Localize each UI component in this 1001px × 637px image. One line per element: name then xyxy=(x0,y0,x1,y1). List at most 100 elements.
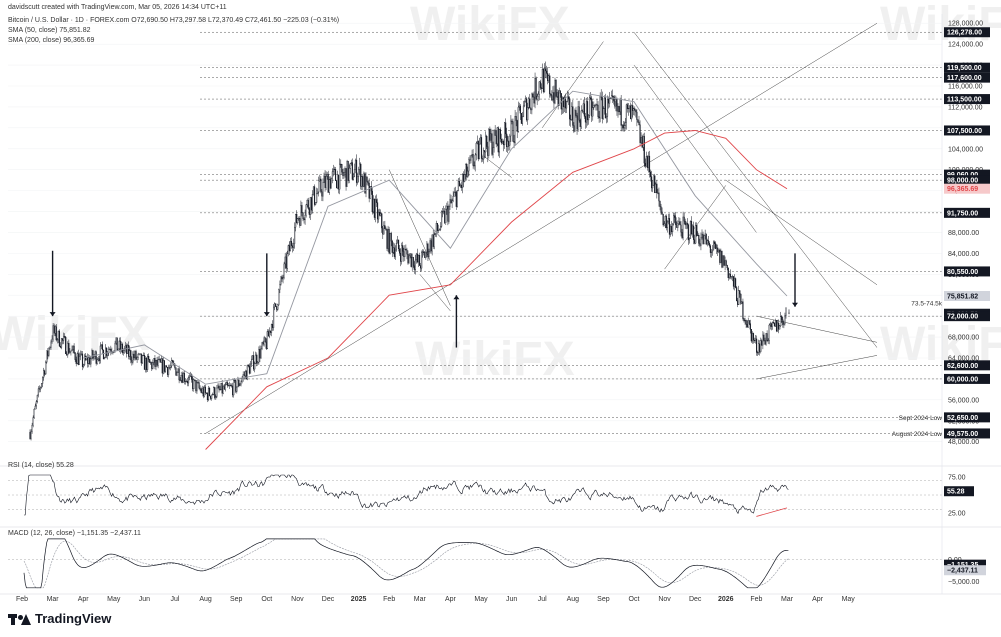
candle-body xyxy=(707,240,709,244)
candle-body xyxy=(68,343,70,354)
candle-body xyxy=(688,238,690,241)
candle-body xyxy=(232,385,234,396)
candle-body xyxy=(592,107,594,117)
candle-body xyxy=(505,122,507,135)
candle-body xyxy=(407,254,409,264)
candle-body xyxy=(633,108,635,111)
candle-body xyxy=(31,425,33,432)
last-candle-body xyxy=(788,312,790,314)
annotation-text: Sept 2024 Low xyxy=(899,415,943,422)
candle-body xyxy=(218,385,220,390)
candle-body xyxy=(169,367,171,369)
time-axis[interactable]: Feb Mar Apr May Jun Jul Aug Sep Oct Nov Dec 2025 Feb… xyxy=(0,14,1001,603)
candle-body xyxy=(424,252,426,258)
candle-body xyxy=(606,98,609,117)
candle-body xyxy=(547,73,549,82)
candle-body xyxy=(224,384,226,390)
candle-body xyxy=(761,340,763,346)
candle-body xyxy=(159,358,161,363)
candle-body xyxy=(96,359,98,364)
candle-body xyxy=(784,315,786,324)
candle-body xyxy=(491,133,493,155)
candle-body xyxy=(765,333,767,345)
time-tick-label: Apr xyxy=(812,596,824,603)
candle-body xyxy=(37,388,39,396)
candle-body xyxy=(485,135,487,153)
candle-body xyxy=(723,255,725,266)
brand-name: TradingView xyxy=(35,611,112,626)
candle-body xyxy=(331,171,333,179)
candle-body xyxy=(646,156,648,168)
time-tick-label: May xyxy=(107,596,121,603)
candle-body xyxy=(374,199,377,218)
candle-body xyxy=(36,394,38,402)
macd-pane: 0.00−1,151.35−2,437.11−5,000.00 xyxy=(0,526,1001,589)
candle-body xyxy=(311,194,314,211)
trendline xyxy=(756,355,878,380)
candle-body xyxy=(43,370,45,378)
price-label-box xyxy=(944,169,990,180)
candle-body xyxy=(576,115,578,130)
candle-body xyxy=(777,322,779,332)
candle-body xyxy=(603,97,605,109)
candle-body xyxy=(307,199,309,209)
candle-body xyxy=(238,379,240,386)
candle-body xyxy=(385,228,387,231)
candle-body xyxy=(279,284,281,290)
candle-body xyxy=(252,355,254,360)
candle-body xyxy=(203,386,205,397)
rsi-pane: 75.00 55.28 25.00 xyxy=(0,465,1001,517)
candle-body xyxy=(655,183,657,194)
time-tick-label: Oct xyxy=(629,596,640,603)
tradingview-brand[interactable]: TradingView xyxy=(8,611,111,626)
candle-body xyxy=(555,79,557,97)
time-tick-label: Feb xyxy=(750,596,762,603)
candle-body xyxy=(573,125,575,132)
candle-body xyxy=(64,336,66,338)
candle-body xyxy=(267,331,269,337)
candle-body xyxy=(225,382,227,386)
candle-body xyxy=(181,375,183,383)
candle-body xyxy=(511,120,513,122)
candle-body xyxy=(623,125,625,129)
candle-body xyxy=(586,101,589,121)
candle-body xyxy=(98,358,100,361)
candle-body xyxy=(536,95,538,100)
candle-body xyxy=(247,364,249,367)
price-tick-label: 112,000.00 xyxy=(948,104,983,111)
candle-body xyxy=(557,92,559,106)
candle-body xyxy=(386,229,388,249)
candle-body xyxy=(246,364,248,380)
candle-body xyxy=(463,174,465,182)
candle-body xyxy=(539,81,541,88)
candle-body xyxy=(768,324,770,341)
candle-body xyxy=(467,170,469,178)
candle-body xyxy=(333,168,336,170)
candle-body xyxy=(395,243,398,251)
candle-body xyxy=(446,205,448,210)
candle-body xyxy=(578,106,580,121)
candle-body xyxy=(201,388,203,393)
candle-body xyxy=(582,103,584,112)
macd-legend: MACD (12, 26, close) −1,151.35 −2,437.11 xyxy=(8,530,141,537)
candle-body xyxy=(472,154,474,166)
candle-body xyxy=(541,69,543,89)
candle-body xyxy=(403,251,405,258)
candle-body xyxy=(350,162,352,164)
candle-body xyxy=(90,358,92,365)
candle-body xyxy=(282,277,284,280)
candle-body xyxy=(149,359,151,363)
candle-body xyxy=(114,342,116,351)
candle-body xyxy=(622,124,624,129)
candle-body xyxy=(295,213,297,228)
candle-body xyxy=(372,198,374,213)
candle-body xyxy=(59,346,62,348)
candle-body xyxy=(450,199,452,203)
wikifx-watermark: WikiFX xyxy=(880,0,1001,51)
rsi-value-label: 55.28 xyxy=(947,489,965,496)
candle-body xyxy=(373,198,375,218)
candle-body xyxy=(348,168,350,181)
candle-body xyxy=(645,156,647,167)
candle-body xyxy=(778,322,780,330)
annotations: 73.5-74.5k Sept 2024 Low August 2024 Low xyxy=(892,301,943,438)
